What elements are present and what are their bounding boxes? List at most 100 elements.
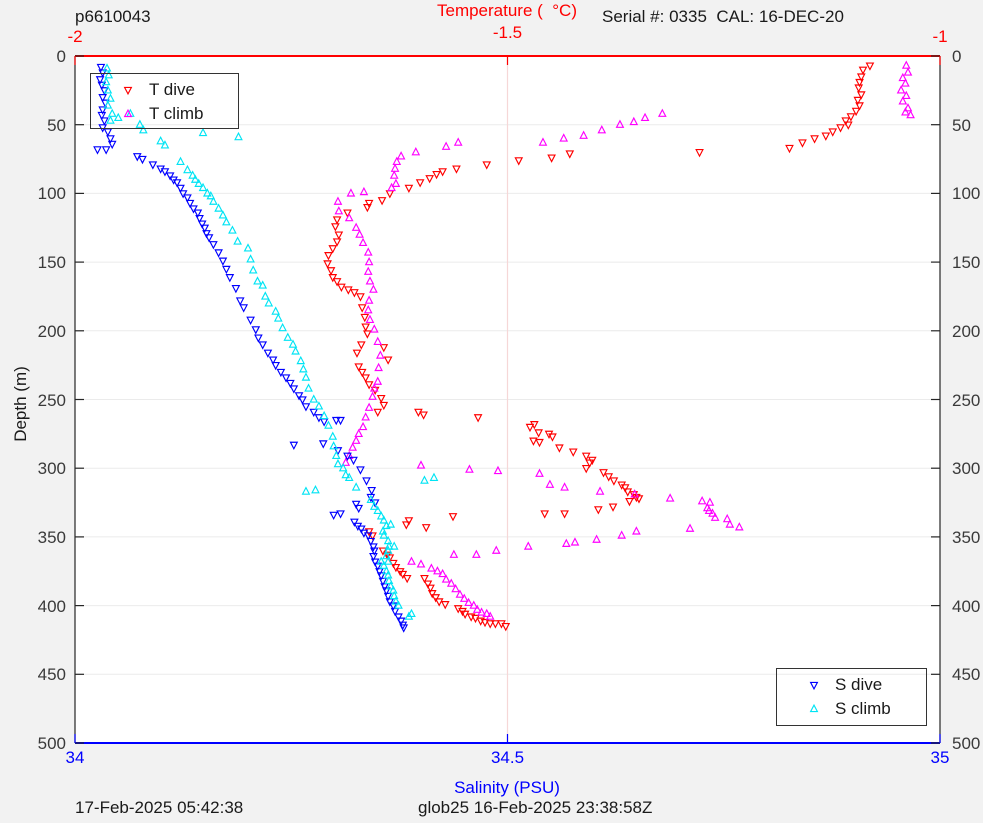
data-marker — [234, 131, 243, 141]
data-marker — [123, 86, 133, 96]
data-marker — [355, 229, 364, 238]
data-marker — [411, 147, 421, 156]
data-marker — [354, 363, 364, 372]
data-marker — [337, 283, 346, 292]
data-marker — [529, 437, 538, 446]
data-marker — [722, 513, 732, 523]
data-marker — [710, 512, 720, 521]
data-marker — [858, 66, 868, 75]
data-marker — [364, 199, 374, 209]
data-marker — [357, 304, 367, 313]
data-marker — [798, 139, 807, 148]
data-marker — [260, 291, 270, 300]
data-marker — [309, 394, 319, 403]
data-marker — [202, 188, 212, 197]
data-marker — [324, 420, 333, 429]
temperature-tick-label: -1 — [932, 27, 948, 46]
data-marker — [427, 563, 436, 572]
data-marker — [404, 517, 414, 526]
data-marker — [452, 165, 461, 174]
data-marker — [104, 70, 114, 79]
data-marker — [311, 485, 320, 494]
legend-label: T climb — [149, 104, 204, 123]
triangle-up-icon — [123, 108, 133, 118]
data-marker — [865, 62, 875, 71]
data-marker — [491, 620, 500, 629]
data-marker — [165, 172, 175, 181]
data-marker — [392, 156, 402, 165]
data-marker — [368, 391, 377, 400]
data-marker — [379, 401, 389, 411]
data-marker — [350, 289, 359, 298]
data-marker — [98, 106, 108, 115]
data-marker — [465, 464, 474, 473]
depth-tick-label-left: 0 — [56, 47, 66, 66]
data-marker — [441, 141, 451, 150]
data-marker — [268, 356, 278, 365]
data-marker — [296, 355, 306, 365]
data-marker — [103, 85, 113, 94]
data-marker — [348, 442, 358, 451]
data-marker — [243, 243, 253, 252]
data-marker — [843, 121, 853, 130]
data-marker — [579, 130, 588, 139]
data-marker — [193, 209, 203, 218]
data-marker — [101, 76, 111, 86]
data-marker — [387, 182, 396, 192]
data-marker — [386, 519, 396, 528]
data-marker — [101, 146, 111, 155]
data-marker — [383, 556, 393, 565]
data-marker — [378, 547, 388, 556]
data-marker — [344, 450, 354, 460]
data-marker — [363, 203, 372, 213]
data-marker — [604, 473, 614, 482]
data-marker — [364, 256, 374, 266]
data-marker — [368, 532, 377, 541]
data-marker — [375, 350, 385, 359]
data-marker — [338, 463, 348, 472]
data-marker — [855, 102, 864, 111]
legend-row-t-dive: T dive — [91, 78, 264, 102]
data-marker — [482, 161, 492, 170]
data-marker — [559, 133, 569, 142]
data-marker — [570, 537, 580, 546]
data-marker — [358, 421, 368, 431]
data-marker — [480, 618, 490, 628]
data-marker — [204, 234, 214, 243]
data-marker — [103, 100, 113, 109]
data-marker — [286, 379, 295, 389]
data-marker — [485, 620, 495, 629]
salinity-tick-label: 34.5 — [490, 748, 525, 767]
data-marker — [373, 376, 383, 385]
data-marker — [640, 112, 650, 122]
data-marker — [328, 274, 338, 283]
data-marker — [416, 460, 426, 469]
data-marker — [854, 84, 864, 93]
triangle-up-icon — [809, 703, 819, 713]
data-marker — [304, 383, 313, 392]
data-marker — [378, 577, 388, 587]
data-marker — [333, 196, 343, 205]
data-marker — [473, 414, 483, 423]
data-marker — [455, 589, 465, 598]
data-marker — [451, 583, 460, 593]
data-marker — [225, 274, 235, 283]
series-t-dive — [323, 62, 875, 632]
data-marker — [351, 435, 361, 444]
data-marker — [427, 590, 437, 599]
data-marker — [294, 392, 304, 401]
data-marker — [535, 438, 544, 448]
data-marker — [851, 107, 861, 117]
data-marker — [431, 594, 441, 603]
data-marker — [382, 550, 391, 560]
data-marker — [344, 472, 354, 481]
data-marker — [493, 465, 503, 475]
data-marker — [384, 575, 394, 585]
data-marker — [592, 534, 601, 543]
data-marker — [523, 541, 533, 550]
data-marker — [209, 241, 218, 250]
data-marker — [113, 112, 123, 122]
data-marker — [810, 135, 819, 144]
data-marker — [357, 368, 367, 378]
